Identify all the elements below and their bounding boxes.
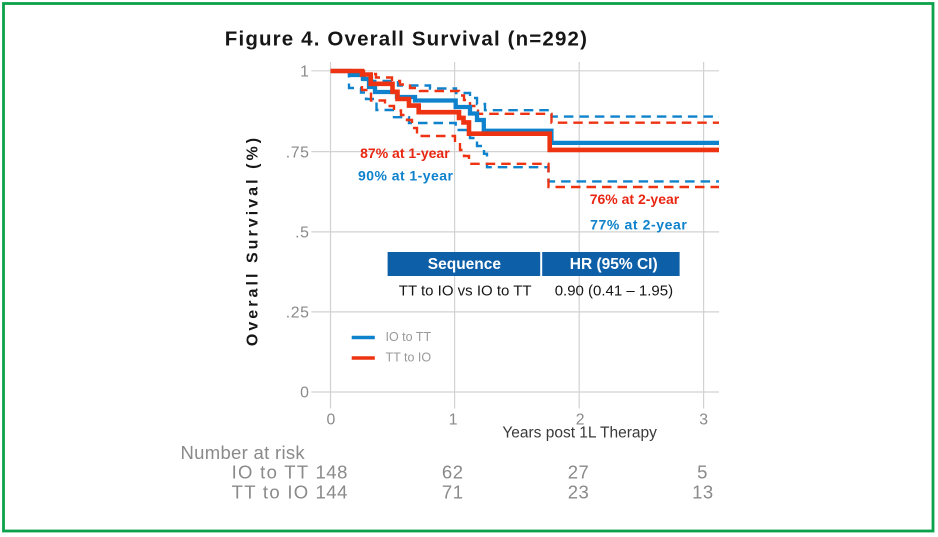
svg-text:HR (95% CI): HR (95% CI) (570, 256, 658, 273)
svg-text:148: 148 (316, 462, 348, 483)
svg-text:Years post 1L Therapy: Years post 1L Therapy (502, 425, 657, 442)
svg-text:IO to TT: IO to TT (386, 330, 432, 344)
svg-text:Sequence: Sequence (428, 256, 502, 273)
svg-text:77% at 2-year: 77% at 2-year (590, 217, 687, 233)
svg-text:TT to IO: TT to IO (386, 351, 432, 365)
svg-text:3: 3 (699, 412, 708, 429)
svg-text:87% at 1-year: 87% at 1-year (360, 145, 450, 161)
svg-text:76% at 2-year: 76% at 2-year (590, 191, 680, 207)
svg-text:13: 13 (692, 481, 714, 502)
svg-text:23: 23 (568, 481, 590, 502)
svg-text:2: 2 (576, 412, 585, 429)
svg-text:IO to TT: IO to TT (232, 462, 310, 483)
svg-text:Figure 4. Overall Survival (n=: Figure 4. Overall Survival (n=292) (225, 28, 588, 51)
svg-text:.75: .75 (286, 144, 310, 161)
svg-text:1: 1 (300, 64, 309, 81)
svg-text:71: 71 (442, 481, 464, 502)
svg-text:TT to IO vs IO to TT: TT to IO vs IO to TT (399, 283, 532, 300)
svg-text:Overall Survival (%): Overall Survival (%) (245, 135, 262, 346)
svg-text:1: 1 (449, 412, 458, 429)
svg-text:.25: .25 (286, 305, 310, 322)
svg-text:90% at 1-year: 90% at 1-year (358, 167, 453, 183)
svg-text:0: 0 (300, 385, 309, 402)
svg-text:.5: .5 (295, 225, 309, 242)
svg-text:Number at risk: Number at risk (181, 442, 306, 463)
svg-text:0: 0 (327, 412, 336, 429)
svg-text:0.90 (0.41 – 1.95): 0.90 (0.41 – 1.95) (555, 283, 673, 300)
svg-text:144: 144 (316, 481, 348, 502)
svg-text:5: 5 (697, 462, 708, 483)
svg-text:TT to IO: TT to IO (232, 481, 310, 502)
svg-text:62: 62 (442, 462, 464, 483)
svg-text:27: 27 (568, 462, 590, 483)
